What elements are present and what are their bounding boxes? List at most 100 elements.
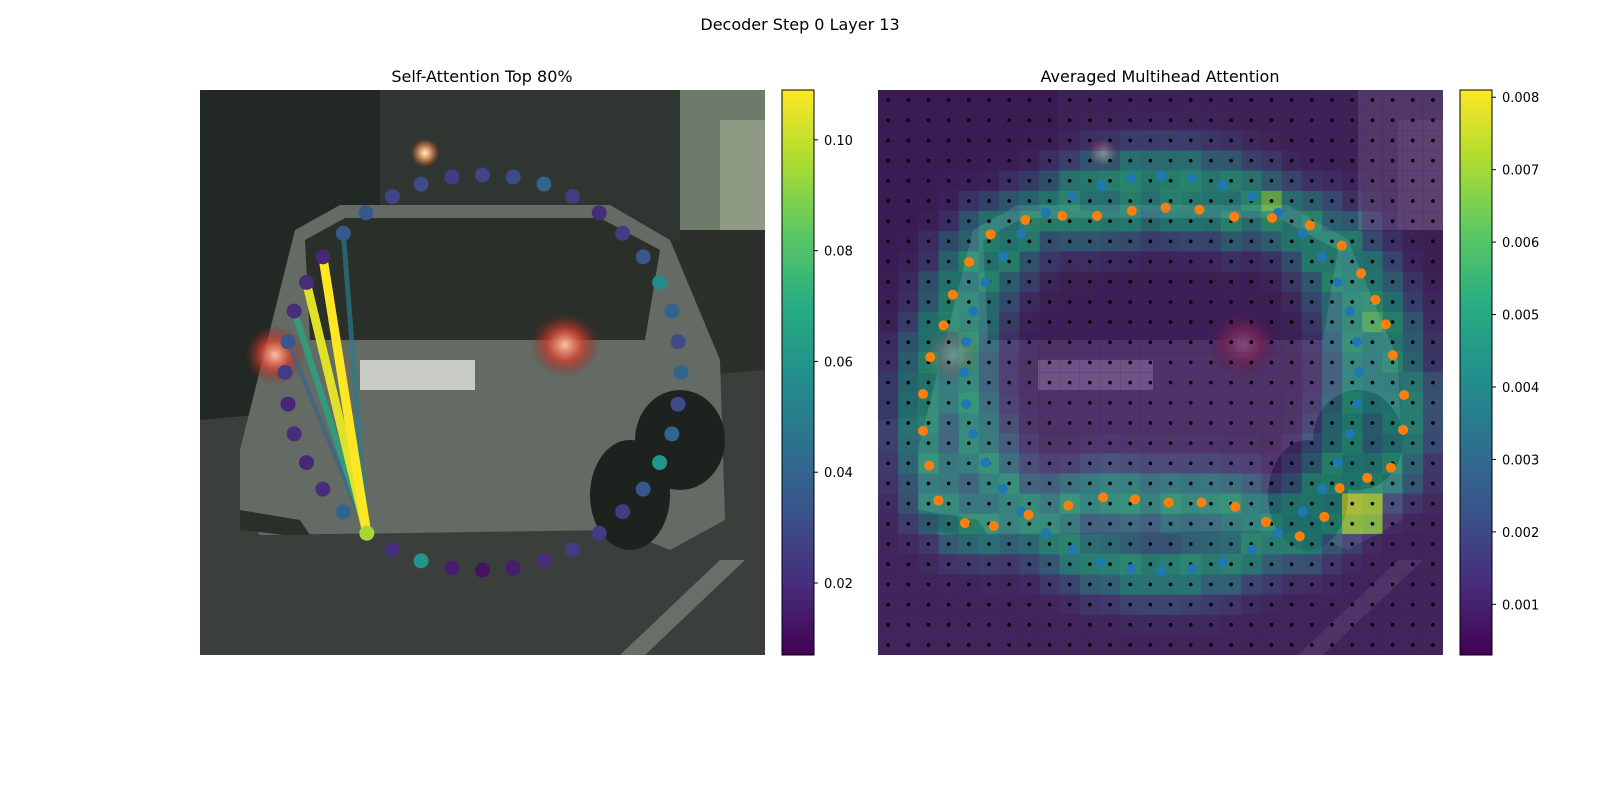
colorbar-tick-label: 0.02 bbox=[824, 577, 853, 592]
contour-point bbox=[1160, 202, 1171, 213]
grid-dot bbox=[1067, 602, 1072, 607]
grid-dot bbox=[1229, 300, 1233, 304]
contour-point bbox=[280, 334, 296, 350]
grid-dot bbox=[1128, 522, 1133, 526]
grid-dot bbox=[1168, 118, 1173, 123]
grid-dot bbox=[926, 542, 931, 546]
grid-dot bbox=[967, 622, 971, 627]
contour-point bbox=[298, 455, 314, 471]
grid-dot bbox=[1088, 199, 1092, 203]
grid-dot bbox=[967, 279, 971, 284]
grid-dot bbox=[1067, 340, 1072, 345]
contour-point bbox=[1156, 170, 1167, 181]
grid-dot bbox=[926, 300, 931, 304]
grid-dot bbox=[1410, 239, 1415, 244]
grid-dot bbox=[1027, 542, 1032, 546]
grid-dot bbox=[1209, 279, 1213, 284]
grid-dot bbox=[886, 239, 890, 244]
grid-dot bbox=[886, 219, 890, 223]
grid-dot bbox=[1330, 259, 1334, 264]
grid-dot bbox=[1370, 158, 1375, 163]
grid-dot bbox=[1128, 259, 1133, 264]
grid-dot bbox=[1330, 481, 1334, 486]
grid-dot bbox=[1088, 501, 1092, 506]
grid-dot bbox=[886, 340, 890, 345]
grid-dot bbox=[1390, 320, 1395, 324]
grid-dot bbox=[1067, 542, 1072, 546]
grid-dot bbox=[987, 300, 991, 304]
grid-dot bbox=[1269, 320, 1274, 324]
grid-dot bbox=[1027, 138, 1032, 143]
contour-point bbox=[1125, 173, 1136, 184]
grid-dot bbox=[1007, 602, 1011, 607]
grid-dot bbox=[1330, 199, 1334, 203]
contour-point bbox=[591, 205, 607, 221]
grid-dot bbox=[1410, 380, 1415, 385]
grid-dot bbox=[1088, 98, 1092, 102]
grid-dot bbox=[1229, 481, 1233, 486]
grid-dot bbox=[1310, 441, 1314, 445]
grid-dot bbox=[1168, 582, 1173, 587]
grid-dot bbox=[1289, 340, 1294, 345]
contour-point bbox=[1096, 556, 1107, 567]
grid-dot bbox=[946, 522, 951, 526]
grid-dot bbox=[1168, 421, 1173, 425]
grid-dot bbox=[886, 582, 890, 587]
multihead-attention-title: Averaged Multihead Attention bbox=[1041, 67, 1280, 86]
contour-point bbox=[960, 517, 971, 528]
grid-dot bbox=[926, 199, 931, 203]
contour-point bbox=[1344, 306, 1355, 317]
grid-dot bbox=[1350, 300, 1354, 304]
grid-dot bbox=[987, 481, 991, 486]
contour-points bbox=[277, 167, 689, 578]
grid-dot bbox=[1108, 320, 1112, 324]
grid-dot bbox=[1410, 522, 1415, 526]
contour-point bbox=[286, 426, 302, 442]
grid-dot bbox=[1289, 542, 1294, 546]
grid-dot bbox=[1168, 522, 1173, 526]
grid-dot bbox=[1148, 279, 1153, 284]
grid-dot bbox=[1431, 259, 1435, 264]
grid-dot bbox=[1249, 461, 1254, 466]
contour-point bbox=[277, 365, 293, 380]
grid-dot bbox=[1168, 158, 1173, 163]
grid-dot bbox=[946, 259, 951, 264]
contour-point bbox=[315, 481, 331, 497]
contour-point bbox=[1267, 212, 1278, 223]
grid-dot bbox=[1108, 279, 1112, 284]
grid-dot bbox=[1209, 219, 1213, 223]
contour-point bbox=[664, 303, 680, 319]
grid-dot bbox=[886, 562, 890, 566]
grid-dot bbox=[967, 441, 971, 445]
grid-dot bbox=[1390, 542, 1395, 546]
grid-dot bbox=[1047, 340, 1052, 345]
grid-dot bbox=[886, 158, 890, 163]
grid-dot bbox=[906, 219, 911, 223]
grid-dot bbox=[1047, 501, 1052, 506]
grid-dot bbox=[1269, 360, 1274, 365]
grid-dot bbox=[1168, 622, 1173, 627]
grid-dot bbox=[1047, 522, 1052, 526]
grid-dot bbox=[1047, 199, 1052, 203]
grid-dot bbox=[1188, 360, 1193, 365]
contour-point bbox=[1398, 424, 1409, 435]
contour-point bbox=[968, 306, 979, 317]
contour-point bbox=[298, 274, 314, 290]
grid-dot bbox=[1310, 400, 1314, 405]
contour-point bbox=[1230, 501, 1241, 512]
grid-dot bbox=[1330, 239, 1334, 244]
grid-dot bbox=[1370, 522, 1375, 526]
grid-dot bbox=[1027, 461, 1032, 466]
grid-dot bbox=[886, 98, 890, 102]
grid-dot bbox=[1148, 259, 1153, 264]
grid-dot bbox=[1269, 158, 1274, 163]
grid-dot bbox=[1390, 501, 1395, 506]
grid-dot bbox=[1350, 219, 1354, 223]
grid-dot bbox=[1370, 219, 1375, 223]
grid-dot bbox=[1148, 522, 1153, 526]
grid-dot bbox=[1027, 582, 1032, 587]
grid-dot bbox=[1310, 522, 1314, 526]
grid-dot bbox=[1067, 441, 1072, 445]
grid-dot bbox=[906, 98, 911, 102]
